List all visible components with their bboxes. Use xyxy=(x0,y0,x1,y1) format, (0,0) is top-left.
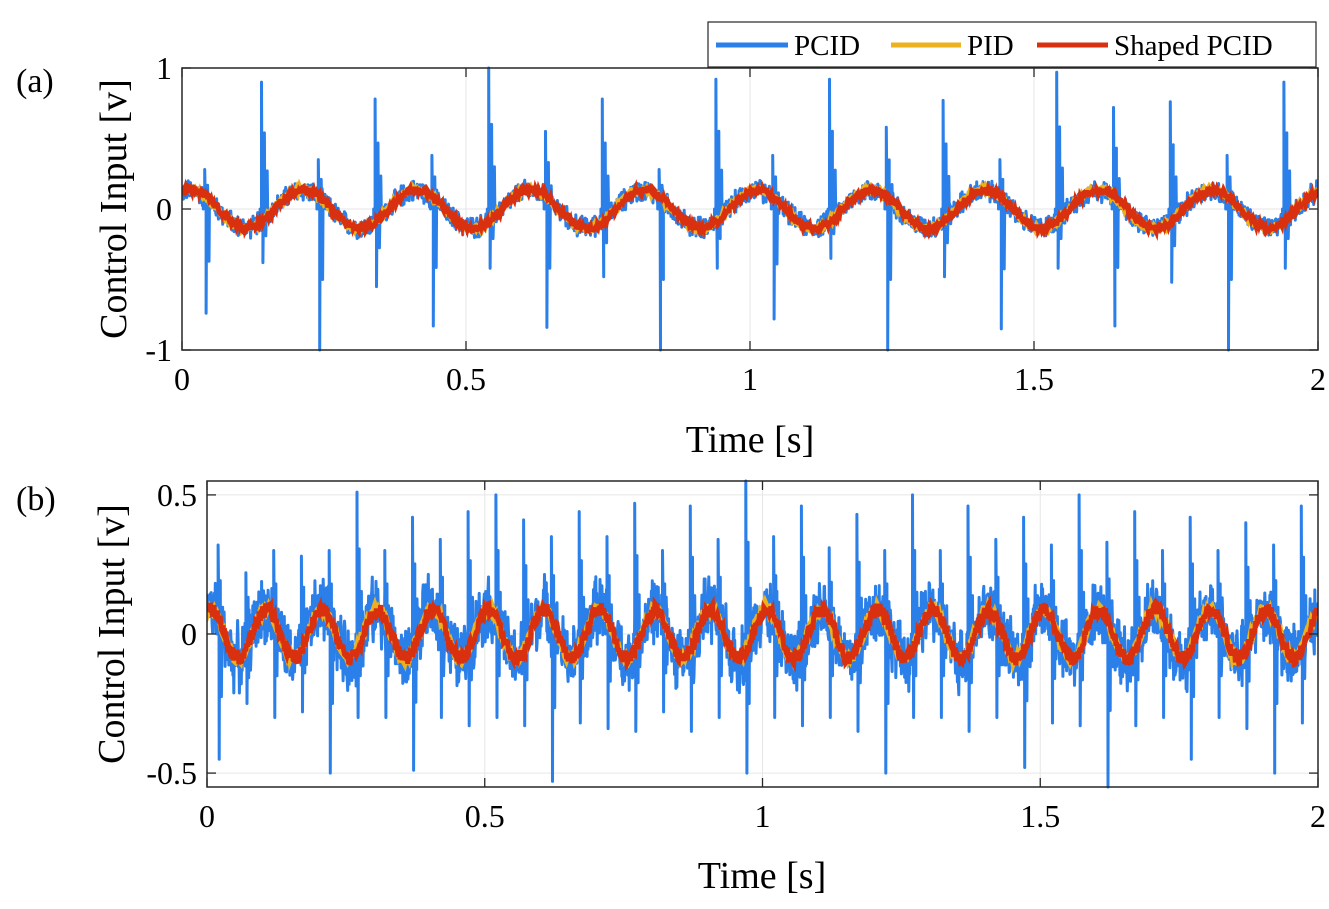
panel-a-ytick-label-0: -1 xyxy=(145,332,172,368)
panel-a-series-shaped-pcid xyxy=(182,178,1318,241)
panel-a-ytick-label-1: 0 xyxy=(156,191,172,227)
panel-b-xtick-label-4: 2 xyxy=(1310,798,1326,834)
panel-a-grid xyxy=(182,68,1318,350)
panel-a-ticks: 0 0.5 1 1.5 2-101 xyxy=(145,50,1326,397)
panel-b-ylabel: Control Input [v] xyxy=(91,504,133,764)
panel-a-xlabel: Time [s] xyxy=(686,419,814,461)
panel-b-xtick-label-1: 0.5 xyxy=(465,798,505,834)
panel-a-xtick-label-4: 2 xyxy=(1310,361,1326,397)
legend-label-pcid: PCID xyxy=(794,30,860,62)
panel-a-xtick-label-2: 1 xyxy=(742,361,758,397)
panel-a-xtick-label-3: 1.5 xyxy=(1014,361,1054,397)
panel-b: (b) 0 0.5 1 1.5 2-0.500.5 Time [s] Control I… xyxy=(16,477,1326,897)
panel-b-xtick-label-2: 1 xyxy=(755,798,771,834)
panel-b-label: (b) xyxy=(16,481,56,518)
panel-b-ytick-label-0: -0.5 xyxy=(146,755,197,791)
panel-a-series xyxy=(182,66,1318,352)
panel-b-xtick-label-0: 0 xyxy=(199,798,215,834)
panel-b-ytick-label-2: 0.5 xyxy=(157,477,197,513)
panel-b-ytick-label-1: 0 xyxy=(181,616,197,652)
panel-a-ylabel: Control Input [v] xyxy=(93,79,135,339)
legend-label-pid: PID xyxy=(967,30,1014,62)
legend: PCID PID Shaped PCID xyxy=(707,21,1317,68)
panel-a-xtick-label-0: 0 xyxy=(174,361,190,397)
panel-b-series-shaped-pcid xyxy=(207,595,1318,673)
panel-b-ticks: 0 0.5 1 1.5 2-0.500.5 xyxy=(146,477,1326,834)
legend-label-shaped-pcid: Shaped PCID xyxy=(1114,30,1273,62)
panel-b-xlabel: Time [s] xyxy=(698,855,826,897)
panel-a-label: (a) xyxy=(16,63,54,100)
panel-b-xtick-label-3: 1.5 xyxy=(1020,798,1060,834)
legend-box xyxy=(707,21,1317,68)
panel-a-xtick-label-1: 0.5 xyxy=(446,361,486,397)
panel-a-ytick-label-2: 1 xyxy=(156,50,172,86)
panel-a: (a) 0 0.5 1 1.5 2-101 Time [s] Control Input… xyxy=(16,50,1326,461)
panel-b-series xyxy=(207,479,1318,789)
